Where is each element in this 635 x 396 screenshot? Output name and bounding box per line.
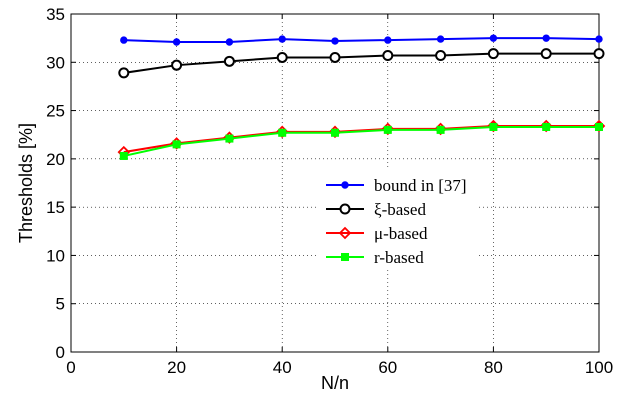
series-line — [123, 125, 599, 154]
data-point — [382, 50, 394, 62]
data-point — [489, 34, 498, 42]
data-point — [225, 134, 234, 143]
data-point — [542, 34, 550, 42]
y-axis-label: Thresholds [%] — [16, 123, 36, 243]
legend: bound in [37] ξ-based μ-based r-based — [318, 168, 478, 268]
data-point — [436, 125, 445, 134]
data-point — [489, 122, 498, 131]
data-point — [383, 125, 392, 134]
data-point — [540, 48, 552, 60]
data-point — [225, 38, 234, 46]
y-tick-label: 10 — [46, 246, 65, 265]
plot-area — [70, 13, 600, 353]
y-tick-label: 25 — [46, 102, 65, 121]
legend-label: r-based — [374, 248, 424, 267]
y-tick-label: 0 — [56, 343, 65, 362]
data-point — [171, 59, 183, 71]
legend-entry: ξ-based — [326, 200, 426, 219]
series-line — [123, 37, 600, 44]
legend-marker — [338, 226, 352, 240]
x-tick-label: 0 — [66, 358, 75, 377]
y-tick-label: 35 — [46, 5, 65, 24]
legend-entry: μ-based — [326, 224, 428, 243]
legend-label: μ-based — [374, 224, 428, 243]
data-point — [595, 35, 603, 43]
legend-marker — [341, 181, 349, 189]
data-point — [120, 36, 128, 44]
data-point — [384, 36, 392, 44]
y-tick-label: 15 — [46, 198, 65, 217]
data-point — [329, 51, 341, 63]
series-layer — [117, 34, 606, 160]
legend-marker — [339, 203, 351, 215]
data-point — [331, 128, 339, 137]
data-point — [331, 37, 339, 45]
series-1 — [118, 48, 605, 79]
x-tick-label: 100 — [585, 358, 613, 377]
axis-ticks: 0 20 40 60 80 100 0 5 10 15 20 25 30 35 — [46, 5, 613, 377]
data-point — [276, 51, 288, 63]
y-tick-label: 20 — [46, 150, 65, 169]
data-point — [172, 38, 181, 46]
data-point — [119, 151, 128, 160]
data-point — [223, 55, 235, 67]
y-tick-label: 30 — [46, 53, 65, 72]
legend-marker — [341, 253, 349, 261]
x-tick-label: 20 — [167, 358, 186, 377]
data-point — [172, 140, 181, 149]
data-point — [487, 48, 499, 60]
x-tick-label: 80 — [484, 358, 503, 377]
legend-label: bound in [37] — [374, 176, 467, 195]
legend-label: ξ-based — [374, 200, 426, 219]
data-point — [278, 128, 287, 137]
data-point — [278, 35, 286, 43]
data-point — [436, 35, 445, 43]
series-line — [123, 52, 599, 74]
data-point — [118, 67, 130, 79]
series-0 — [120, 34, 603, 46]
x-tick-label: 40 — [273, 358, 292, 377]
data-point — [542, 122, 551, 131]
legend-entry: r-based — [326, 248, 424, 267]
x-tick-label: 60 — [378, 358, 397, 377]
legend-entry: bound in [37] — [326, 176, 467, 195]
data-point — [595, 122, 603, 131]
data-point — [593, 48, 605, 60]
x-axis-label: N/n — [321, 373, 349, 393]
series-3 — [119, 122, 603, 160]
data-point — [435, 50, 447, 62]
y-tick-label: 5 — [56, 295, 65, 314]
series-line — [123, 125, 599, 157]
